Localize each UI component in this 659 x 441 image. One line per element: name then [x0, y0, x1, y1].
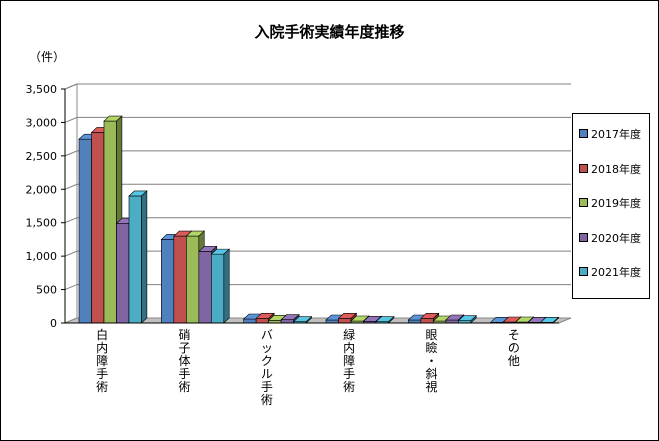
- x-tick-label: その他: [508, 328, 520, 368]
- bar-front: [338, 318, 352, 324]
- legend-label: 2018年度: [591, 162, 641, 176]
- chart-title: 入院手術実績年度推移: [254, 23, 405, 41]
- gridline: [64, 116, 571, 123]
- legend-item: 2018年度: [579, 161, 641, 177]
- x-tick-label: 眼瞼・斜視: [425, 328, 437, 394]
- legend-item: 2021年度: [579, 264, 641, 280]
- bar: [210, 248, 230, 324]
- y-tick-label: 3,000: [26, 116, 58, 129]
- bar: [375, 315, 395, 324]
- legend-swatch: [579, 198, 588, 207]
- x-tick-label: 緑内障手術: [343, 327, 355, 394]
- x-tick-label: 白内障手術: [96, 327, 108, 394]
- bar-front: [103, 120, 117, 324]
- bar-front: [161, 239, 175, 324]
- bar: [128, 190, 148, 324]
- y-tick-label: 2,000: [26, 183, 58, 196]
- legend-swatch: [579, 267, 588, 276]
- gridline: [64, 250, 571, 257]
- bar-front: [420, 318, 434, 324]
- gridline: [64, 284, 571, 291]
- bar-side: [141, 190, 148, 324]
- bar-front: [255, 318, 269, 324]
- bar-side: [470, 314, 477, 324]
- bar: [457, 314, 477, 324]
- x-tick-label: 硝子体手術: [178, 328, 190, 394]
- bar-side: [223, 248, 230, 324]
- legend: 2017年度 2018年度 2019年度 2020年度 2021年度: [572, 113, 650, 299]
- legend-swatch: [579, 129, 588, 138]
- legend-item: 2017年度: [579, 126, 641, 142]
- bar-front: [128, 195, 142, 324]
- bar-front: [78, 138, 92, 324]
- bar-front: [186, 235, 200, 324]
- y-tick-label: 500: [36, 284, 57, 297]
- bar-front: [243, 318, 257, 324]
- y-axis-unit-label: （件）: [29, 50, 66, 64]
- gridline: [64, 217, 571, 224]
- legend-item: 2019年度: [579, 195, 641, 211]
- bar-front: [116, 223, 130, 324]
- bar-front: [211, 253, 225, 324]
- bar-front: [198, 251, 212, 324]
- gridline: [64, 183, 571, 190]
- y-tick-label: 2,500: [26, 150, 58, 163]
- gridline: [64, 150, 571, 157]
- y-tick-label: 0: [50, 317, 57, 330]
- legend-label: 2020年度: [591, 231, 641, 245]
- x-tick-label: バックル手術: [261, 328, 273, 407]
- y-tick-label: 1,000: [26, 250, 58, 263]
- legend-item: 2020年度: [579, 230, 641, 246]
- legend-label: 2017年度: [591, 128, 641, 141]
- y-tick-label: 3,500: [26, 83, 58, 96]
- legend-swatch: [579, 163, 588, 173]
- gridline: [64, 83, 571, 90]
- y-tick-label: 1,500: [26, 217, 58, 230]
- bar-front: [173, 235, 187, 324]
- bar-front: [280, 319, 294, 324]
- legend-swatch: [579, 232, 588, 242]
- legend-label: 2019年度: [591, 197, 641, 210]
- bar-front: [91, 132, 105, 324]
- legend-label: 2021年度: [591, 266, 641, 279]
